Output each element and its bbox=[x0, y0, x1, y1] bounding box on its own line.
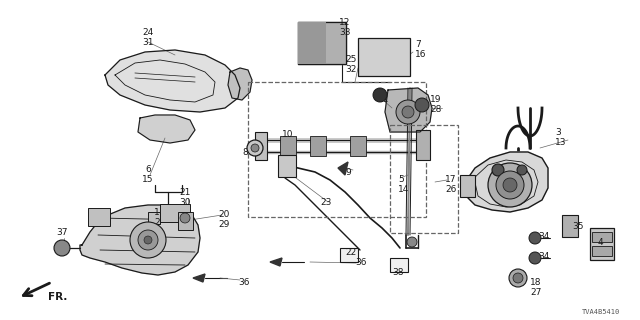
Bar bbox=[590, 228, 614, 260]
Polygon shape bbox=[105, 50, 240, 112]
Text: 7
16: 7 16 bbox=[415, 40, 426, 59]
Circle shape bbox=[180, 213, 190, 223]
Bar bbox=[178, 212, 193, 230]
Bar bbox=[358, 38, 410, 76]
Polygon shape bbox=[385, 88, 432, 132]
Text: 17
26: 17 26 bbox=[445, 175, 456, 194]
Circle shape bbox=[402, 106, 414, 118]
Text: 4: 4 bbox=[598, 238, 604, 247]
Text: 25
32: 25 32 bbox=[345, 55, 356, 74]
Circle shape bbox=[529, 252, 541, 264]
Text: 36: 36 bbox=[355, 258, 367, 267]
Text: 19
28: 19 28 bbox=[430, 95, 442, 114]
Text: 10: 10 bbox=[282, 130, 294, 139]
Circle shape bbox=[488, 163, 532, 207]
Text: 6
15: 6 15 bbox=[142, 165, 154, 184]
Text: 34: 34 bbox=[538, 252, 549, 261]
Circle shape bbox=[529, 232, 541, 244]
Bar bbox=[562, 215, 578, 237]
Bar bbox=[592, 232, 612, 242]
Circle shape bbox=[144, 236, 152, 244]
Circle shape bbox=[509, 269, 527, 287]
Text: 34: 34 bbox=[538, 232, 549, 241]
Circle shape bbox=[396, 100, 420, 124]
Text: 20
29: 20 29 bbox=[218, 210, 229, 229]
Bar bbox=[278, 155, 296, 177]
Text: 1: 1 bbox=[154, 208, 160, 217]
Text: TVA4B5410: TVA4B5410 bbox=[582, 309, 620, 315]
Circle shape bbox=[415, 98, 429, 112]
Bar bbox=[350, 136, 366, 156]
Polygon shape bbox=[228, 68, 252, 100]
Text: 22: 22 bbox=[345, 248, 356, 257]
Circle shape bbox=[138, 230, 158, 250]
Circle shape bbox=[407, 237, 417, 247]
Circle shape bbox=[373, 88, 387, 102]
Bar bbox=[255, 132, 267, 160]
Text: 23: 23 bbox=[320, 198, 332, 207]
Circle shape bbox=[251, 144, 259, 152]
Text: 11: 11 bbox=[378, 95, 390, 104]
Bar bbox=[460, 175, 475, 197]
Polygon shape bbox=[138, 115, 195, 143]
Text: 36: 36 bbox=[238, 278, 250, 287]
Polygon shape bbox=[465, 152, 548, 212]
Text: 8: 8 bbox=[243, 148, 248, 157]
Text: 18
27: 18 27 bbox=[531, 278, 541, 297]
Text: 35: 35 bbox=[572, 222, 584, 231]
Polygon shape bbox=[270, 258, 282, 266]
Circle shape bbox=[513, 273, 523, 283]
Text: FR.: FR. bbox=[48, 292, 67, 302]
Text: 9: 9 bbox=[345, 168, 351, 177]
Bar bbox=[88, 208, 110, 226]
Bar bbox=[390, 258, 408, 272]
Circle shape bbox=[247, 140, 263, 156]
Polygon shape bbox=[193, 274, 205, 282]
Text: 24
31: 24 31 bbox=[142, 28, 154, 47]
Bar bbox=[148, 212, 160, 224]
Text: 3
13: 3 13 bbox=[555, 128, 566, 147]
Bar bbox=[298, 22, 346, 64]
Text: 39: 39 bbox=[510, 168, 522, 177]
Polygon shape bbox=[338, 162, 348, 175]
Bar bbox=[298, 22, 326, 64]
Circle shape bbox=[130, 222, 166, 258]
Text: 21
30: 21 30 bbox=[179, 188, 191, 207]
Text: 2: 2 bbox=[154, 218, 160, 227]
Circle shape bbox=[503, 178, 517, 192]
Text: 37: 37 bbox=[56, 228, 68, 237]
Bar bbox=[280, 136, 296, 156]
Bar bbox=[310, 136, 326, 156]
Circle shape bbox=[517, 165, 527, 175]
Bar bbox=[416, 130, 430, 160]
Circle shape bbox=[54, 240, 70, 256]
Bar bbox=[340, 248, 358, 262]
Circle shape bbox=[496, 171, 524, 199]
Circle shape bbox=[492, 164, 504, 176]
Bar bbox=[390, 125, 458, 233]
Text: 5
14: 5 14 bbox=[398, 175, 410, 194]
Bar bbox=[592, 246, 612, 256]
Text: 38: 38 bbox=[392, 268, 404, 277]
Bar bbox=[160, 204, 190, 222]
Text: 12
33: 12 33 bbox=[339, 18, 351, 37]
Polygon shape bbox=[80, 205, 200, 275]
Bar bbox=[248, 82, 426, 217]
